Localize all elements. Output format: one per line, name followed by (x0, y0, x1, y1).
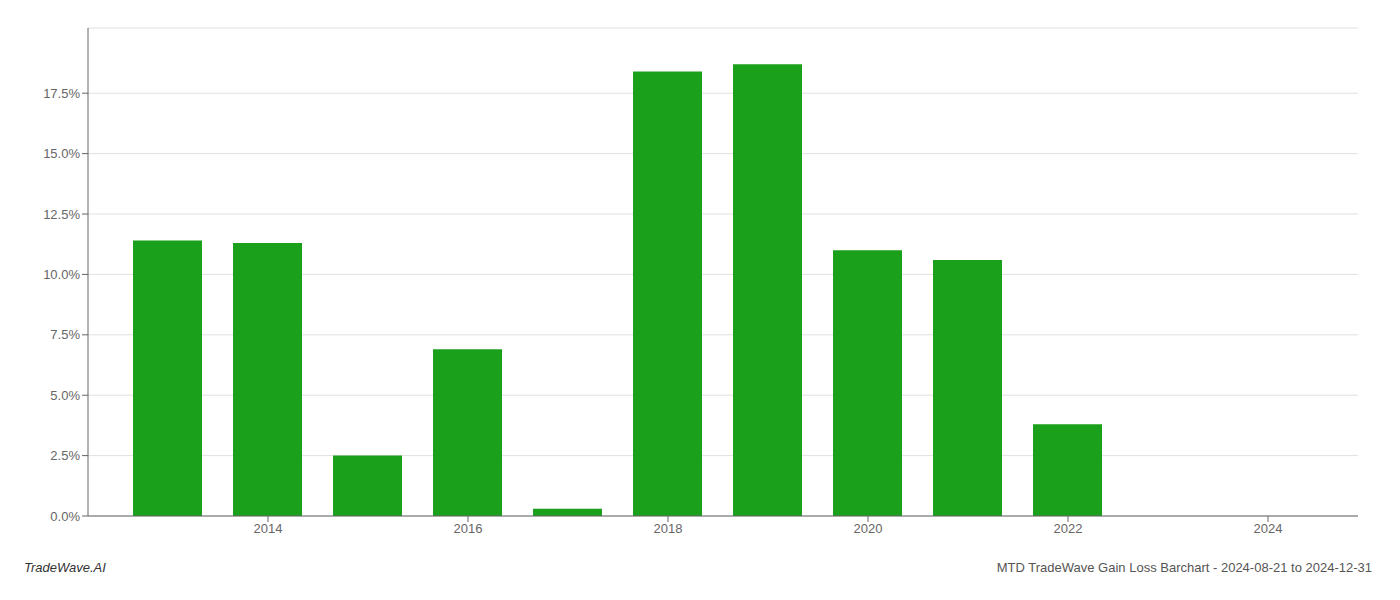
svg-text:2020: 2020 (854, 521, 883, 536)
html-text:TradeWave.AI: TradeWave.AI (24, 560, 106, 575)
svg-text:7.5%: 7.5% (50, 327, 80, 342)
svg-text:2022: 2022 (1054, 521, 1083, 536)
svg-text:2024: 2024 (1254, 521, 1283, 536)
svg-text:5.0%: 5.0% (50, 388, 80, 403)
svg-text:2016: 2016 (454, 521, 483, 536)
svg-text:0.0%: 0.0% (50, 509, 80, 524)
svg-text:15.0%: 15.0% (43, 146, 80, 161)
svg-text:2018: 2018 (654, 521, 683, 536)
svg-text:17.5%: 17.5% (43, 86, 80, 101)
html-text:MTD TradeWave Gain Loss Barcha: MTD TradeWave Gain Loss Barchart - 2024-… (996, 560, 1372, 575)
svg-text:12.5%: 12.5% (43, 207, 80, 222)
svg-text:10.0%: 10.0% (43, 267, 80, 282)
svg-text:2.5%: 2.5% (50, 448, 80, 463)
svg-text:2014: 2014 (254, 521, 283, 536)
